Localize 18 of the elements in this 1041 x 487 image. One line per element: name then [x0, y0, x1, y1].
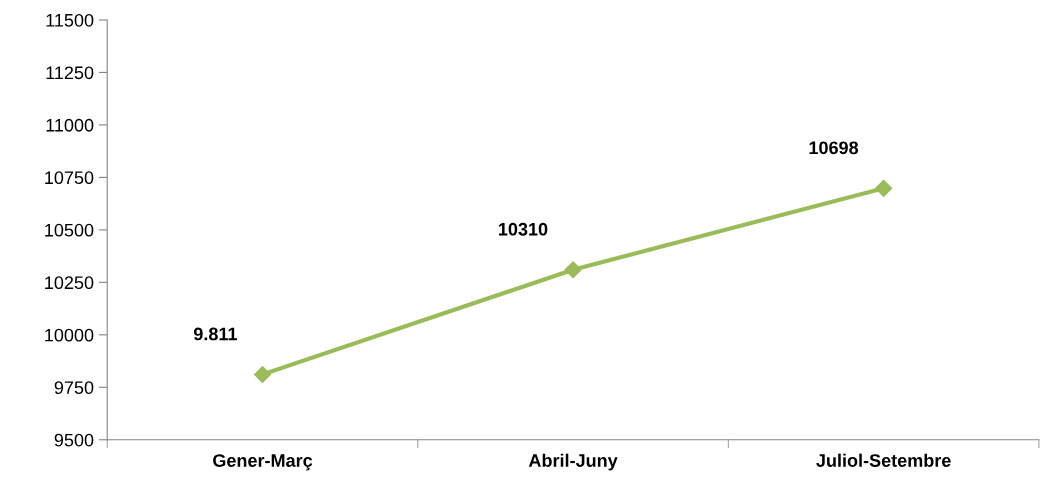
y-tick-label: 9750: [54, 381, 94, 395]
point: [253, 365, 272, 384]
y-tick-label: 9500: [54, 433, 94, 447]
point: [564, 261, 582, 279]
y-tick-label: 11250: [46, 66, 94, 80]
y-tick-label: 10250: [45, 276, 94, 290]
y-tick-label: 11500: [46, 13, 94, 27]
point: [875, 179, 893, 197]
data-label: 10698: [809, 141, 859, 155]
data-label: 9.811: [193, 327, 238, 341]
y-tick-label: 11000: [46, 118, 94, 132]
y-tick-label: 10500: [45, 223, 94, 237]
x-tick-label: Abril-Juny: [528, 453, 618, 471]
data-label: 10310: [499, 222, 548, 236]
x-tick-label: Gener-Març: [213, 454, 313, 471]
y-tick-label: 10750: [45, 171, 94, 185]
y-tick-label: 10000: [45, 328, 94, 342]
x-tick-label: Juliol-Setembre: [816, 453, 951, 467]
